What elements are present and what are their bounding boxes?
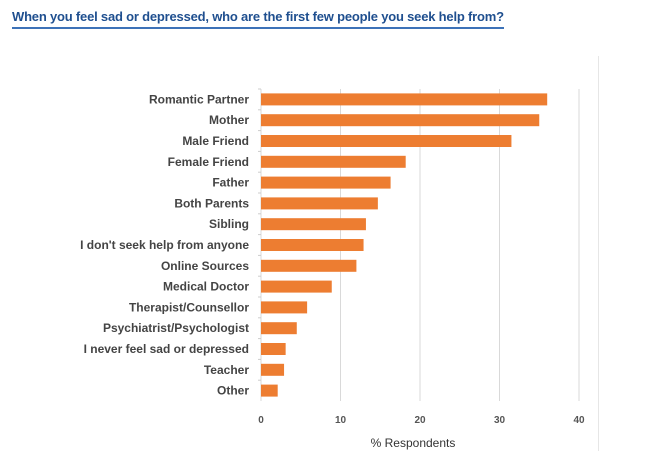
category-label: Both Parents — [174, 196, 249, 210]
category-label: I never feel sad or depressed — [84, 342, 249, 356]
bar — [261, 239, 364, 251]
bar — [261, 343, 286, 355]
bar — [261, 280, 332, 293]
bar — [261, 93, 548, 106]
bar — [261, 114, 540, 127]
bar — [261, 322, 297, 335]
category-label: Male Friend — [182, 134, 249, 148]
bar — [261, 259, 357, 272]
x-tick-label: 20 — [414, 415, 426, 426]
category-label: Other — [217, 384, 249, 398]
bar — [261, 197, 378, 210]
x-tick-label: 10 — [335, 415, 347, 426]
x-tick-label: 30 — [494, 415, 506, 426]
category-label: Online Sources — [161, 259, 249, 273]
bar — [261, 155, 406, 168]
x-tick-label: 0 — [258, 415, 264, 426]
x-axis-label: % Respondents — [371, 436, 456, 450]
category-label: Teacher — [204, 363, 249, 377]
category-label: Female Friend — [168, 155, 249, 169]
chart-title: When you feel sad or depressed, who are … — [12, 9, 504, 29]
x-tick-label: 40 — [573, 415, 585, 426]
bar — [261, 363, 285, 376]
category-label: Psychiatrist/Psychologist — [103, 321, 249, 335]
category-label: Therapist/Counsellor — [129, 300, 249, 314]
panel-divider — [598, 56, 599, 451]
bar — [261, 301, 308, 314]
category-label: I don't seek help from anyone — [80, 238, 249, 252]
category-label: Romantic Partner — [149, 92, 249, 106]
category-label: Sibling — [209, 217, 249, 231]
category-label: Medical Doctor — [163, 280, 249, 294]
bar — [261, 135, 512, 147]
category-label: Father — [212, 176, 249, 190]
bar — [261, 218, 366, 231]
bar — [261, 384, 278, 397]
bar — [261, 176, 391, 189]
category-label: Mother — [209, 113, 249, 127]
